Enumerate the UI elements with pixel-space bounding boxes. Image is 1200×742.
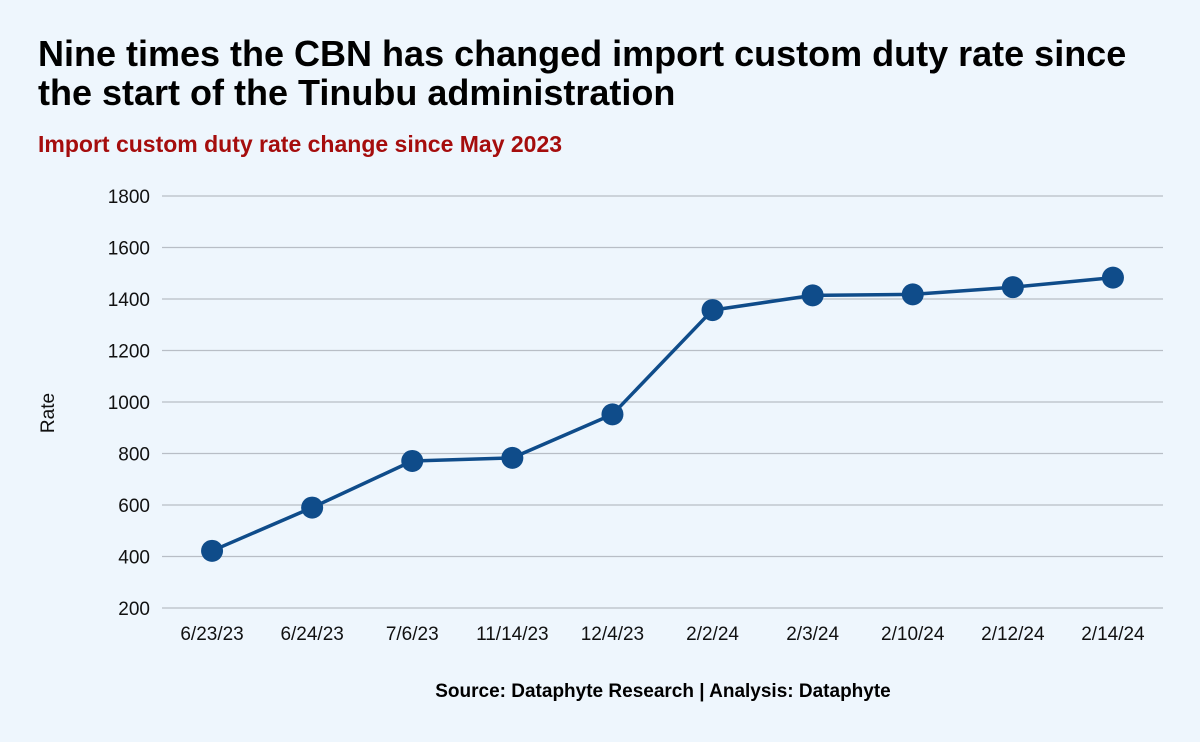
x-tick-label: 2/10/24 [881, 624, 945, 645]
x-tick-label: 7/6/23 [386, 624, 439, 645]
series-line [210, 275, 1115, 553]
data-point [1001, 276, 1024, 299]
x-tick-label: 12/4/23 [581, 624, 644, 645]
y-tick-label: 1000 [108, 393, 150, 414]
x-tick-label: 6/24/23 [280, 624, 343, 645]
y-tick-label: 600 [118, 496, 150, 517]
y-tick-label: 1400 [108, 290, 150, 311]
x-tick-label: 2/3/24 [786, 624, 839, 645]
y-tick-label: 400 [118, 548, 150, 569]
data-point [1101, 266, 1124, 289]
x-tick-label: 6/23/23 [180, 624, 243, 645]
y-tick-label: 200 [118, 599, 150, 620]
y-tick-label: 1200 [108, 342, 150, 363]
data-point [201, 539, 224, 562]
series-layer [201, 266, 1124, 562]
y-axis-label: Rate [38, 393, 59, 433]
data-point [701, 299, 724, 322]
data-point [501, 446, 524, 469]
x-tick-label: 2/14/24 [1081, 624, 1145, 645]
gridlines [162, 195, 1163, 609]
x-axis-ticks: 6/23/23 6/24/23 7/6/23 11/14/23 12/4/23 2/2/2… [180, 624, 1145, 645]
y-tick-label: 800 [118, 445, 150, 466]
data-point [301, 496, 324, 519]
chart-title: Nine times the CBN has changed import cu… [38, 33, 1127, 113]
x-tick-label: 2/2/24 [686, 624, 739, 645]
data-point [801, 284, 824, 307]
data-point [901, 283, 924, 306]
y-tick-label: 1600 [108, 239, 150, 260]
chart-subtitle: Import custom duty rate change since May… [38, 131, 563, 157]
y-tick-label: 1800 [108, 187, 150, 208]
x-tick-label: 11/14/23 [476, 624, 549, 645]
data-point [401, 449, 424, 472]
data-point [601, 403, 624, 426]
y-axis-ticks: 200 400 600 800 1000 1200 1400 1600 1800 [108, 187, 150, 620]
source-credit: Source: Dataphyte Research | Analysis: D… [435, 681, 891, 702]
x-tick-label: 2/12/24 [981, 624, 1045, 645]
